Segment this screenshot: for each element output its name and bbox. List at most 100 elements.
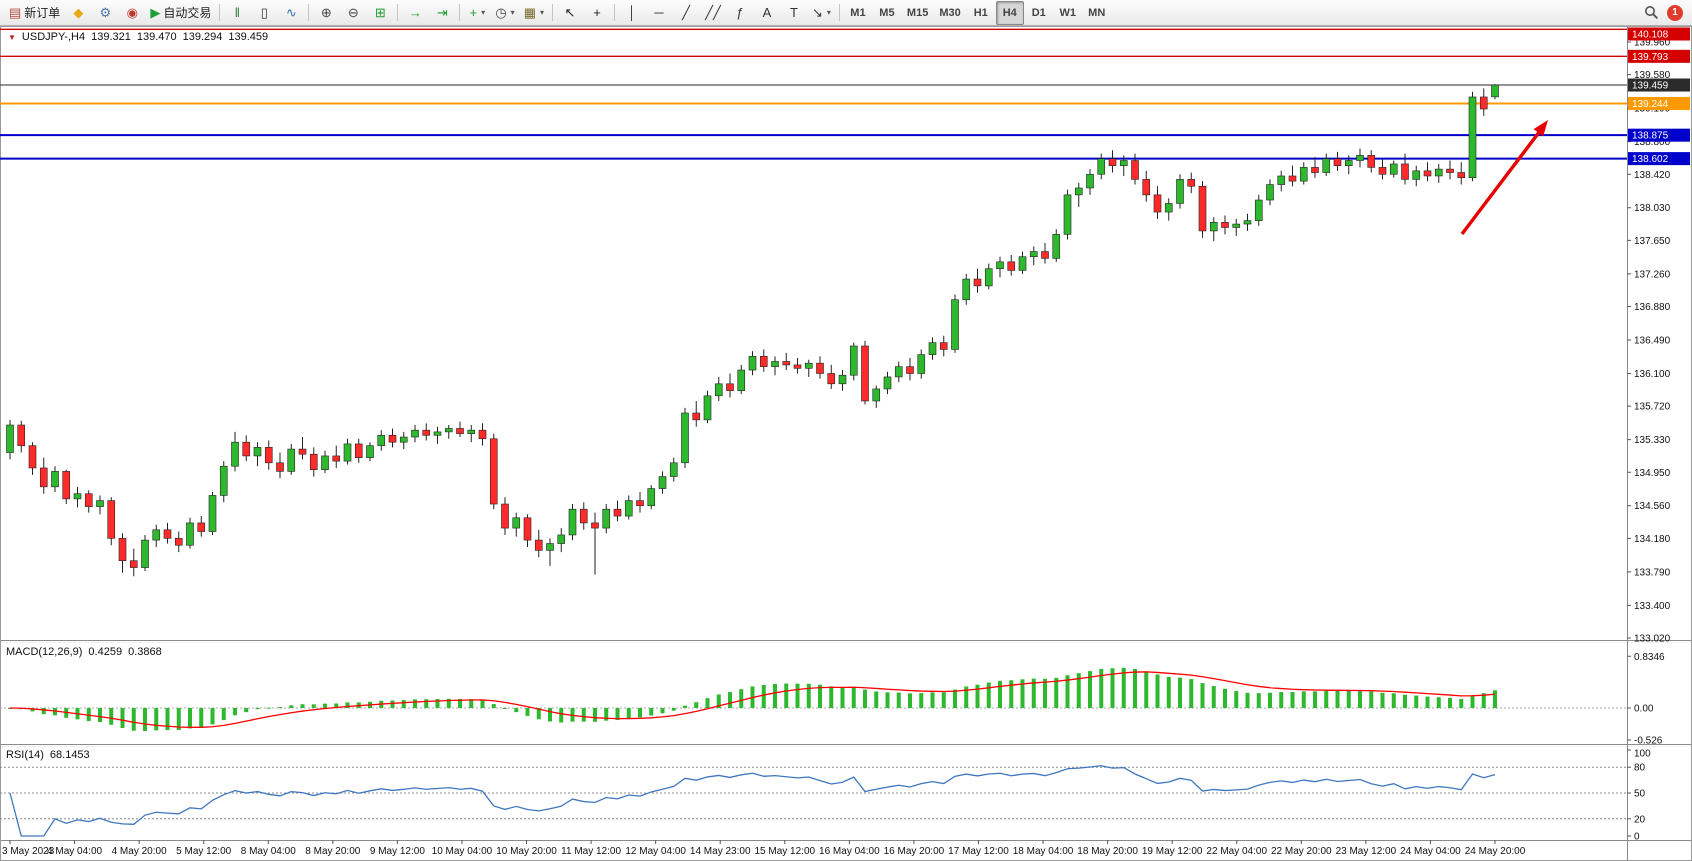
indicators-button[interactable]: + ▾ (464, 2, 490, 24)
svg-text:8 May 04:00: 8 May 04:00 (241, 846, 296, 857)
templates-button[interactable]: ▦ ▾ (520, 2, 548, 24)
timeframe-d1-button[interactable]: D1 (1031, 6, 1046, 19)
toolbar-separator (459, 4, 461, 21)
new-order-button[interactable]: ▤ 新订单 (5, 2, 64, 24)
horizontal-line-button[interactable]: ─ (646, 2, 672, 24)
svg-text:140.108: 140.108 (1632, 30, 1669, 41)
svg-text:4 May 20:00: 4 May 20:00 (112, 846, 167, 857)
candle (1097, 158, 1106, 175)
fibonacci-button[interactable]: ƒ (727, 2, 753, 24)
timeframe-h4-button[interactable]: H4 (995, 0, 1024, 25)
level-lines[interactable] (0, 28, 1627, 160)
timeframe-m1-button[interactable]: M1 (850, 6, 866, 19)
search-button[interactable] (1638, 2, 1664, 24)
macd-bar (1369, 691, 1374, 708)
macd-bar (1470, 695, 1475, 708)
cursor-button[interactable]: ↖ (557, 2, 583, 24)
channel-button[interactable]: ╱╱ (700, 2, 726, 24)
macd-bar (885, 692, 890, 708)
macd-bar (143, 708, 147, 731)
notification-badge[interactable]: 1 (1667, 4, 1683, 21)
text-label-button[interactable]: T (781, 2, 807, 24)
svg-text:139.793: 139.793 (1632, 52, 1669, 63)
candle (534, 539, 543, 551)
candle (287, 448, 296, 472)
macd-bar (480, 699, 485, 708)
tile-windows-icon: ⊞ (374, 5, 386, 20)
auto-scroll-button[interactable]: → (402, 2, 428, 24)
price-badge (1628, 128, 1690, 142)
svg-text:134.950: 134.950 (1634, 468, 1671, 479)
tile-windows-button[interactable]: ⊞ (367, 2, 393, 24)
svg-text:133.020: 133.020 (1634, 634, 1671, 645)
candle (737, 369, 746, 391)
crosshair-button[interactable]: + (584, 2, 610, 24)
macd-bar (1020, 679, 1025, 708)
svg-text:139.459: 139.459 (1632, 81, 1669, 92)
macd-bar (1054, 677, 1059, 708)
chart-shift-button[interactable]: ⇥ (429, 2, 455, 24)
macd-bar (593, 708, 597, 722)
zoom-in-button[interactable]: ⊕ (313, 2, 339, 24)
macd-bar (390, 700, 395, 708)
timeframe-m30-button[interactable]: M30 (939, 6, 961, 19)
autotrading-button[interactable]: ▶ 自动交易 (146, 2, 215, 24)
trend-arrow[interactable] (1460, 120, 1548, 236)
candle (17, 424, 26, 446)
macd-bar (1144, 671, 1149, 708)
macd-bar (131, 708, 136, 731)
macd-bar (1448, 697, 1452, 708)
text-button[interactable]: A (754, 2, 780, 24)
timeframe-w1-button[interactable]: W1 (1059, 6, 1076, 19)
svg-text:9 May 12:00: 9 May 12:00 (370, 846, 425, 857)
candle (1367, 155, 1376, 168)
macd-bar (806, 683, 811, 708)
toolbar-separator (219, 4, 221, 21)
svg-text:139.960: 139.960 (1634, 38, 1671, 49)
candlestick-chart-button[interactable]: ▯ (251, 2, 277, 24)
toolbar: ▤ 新订单 ◆ ⚙ ◉ ▶ 自动交易 ‖ ▯ ∿ ⊕ ⊖ ⊞ → ⇥ + ▾ ◷ ▾ ▦ ▾ ↖ + │ ─ ╱ ╱╱ ƒ A T ↘ ▾ M1… (0, 0, 1692, 26)
candle (658, 476, 667, 489)
macd-bar (1065, 675, 1070, 708)
candle (242, 441, 251, 457)
svg-text:16 May 20:00: 16 May 20:00 (884, 846, 945, 857)
candle (984, 268, 993, 287)
options-button[interactable]: ⚙ (92, 2, 118, 24)
macd-bar (1088, 671, 1092, 708)
svg-text:14 May 23:00: 14 May 23:00 (690, 846, 751, 857)
periods-button[interactable]: ◷ ▾ (491, 2, 518, 24)
macd-bar (469, 699, 474, 708)
price-axis[interactable]: 139.960139.580139.190138.800138.420138.0… (1627, 38, 1671, 645)
data-window-button[interactable]: ◉ (119, 2, 145, 24)
macd-bar (1223, 688, 1227, 708)
svg-text:4 May 04:00: 4 May 04:00 (47, 846, 102, 857)
macd-bar (1493, 690, 1497, 708)
line-chart-button[interactable]: ∿ (278, 2, 304, 24)
macd-bar (1211, 685, 1216, 708)
svg-text:0.00: 0.00 (1634, 704, 1654, 715)
macd-bar (1313, 691, 1317, 708)
clock-icon: ◷ (495, 5, 507, 20)
trendline-button[interactable]: ╱ (673, 2, 699, 24)
vertical-line-button[interactable]: │ (619, 2, 645, 24)
macd-bar (638, 708, 642, 718)
candle (478, 429, 487, 440)
macd-bar (86, 708, 91, 722)
timeframe-mn-button[interactable]: MN (1088, 6, 1106, 19)
arrows-button[interactable]: ↘ ▾ (808, 2, 835, 24)
macd-bar (345, 702, 350, 708)
timeframe-m5-button[interactable]: M5 (879, 6, 895, 19)
metaeditor-button[interactable]: ◆ (65, 2, 91, 24)
candle (1074, 187, 1083, 196)
zoom-out-button[interactable]: ⊖ (340, 2, 366, 24)
candle (39, 467, 48, 488)
candle (1479, 96, 1488, 110)
timeframe-m15-button[interactable]: M15 (906, 6, 929, 19)
macd-bar (919, 693, 924, 708)
bar-chart-button[interactable]: ‖ (224, 2, 250, 24)
macd-bar (311, 704, 316, 708)
timeframe-h1-button[interactable]: H1 (973, 6, 988, 19)
svg-text:100: 100 (1634, 749, 1651, 760)
